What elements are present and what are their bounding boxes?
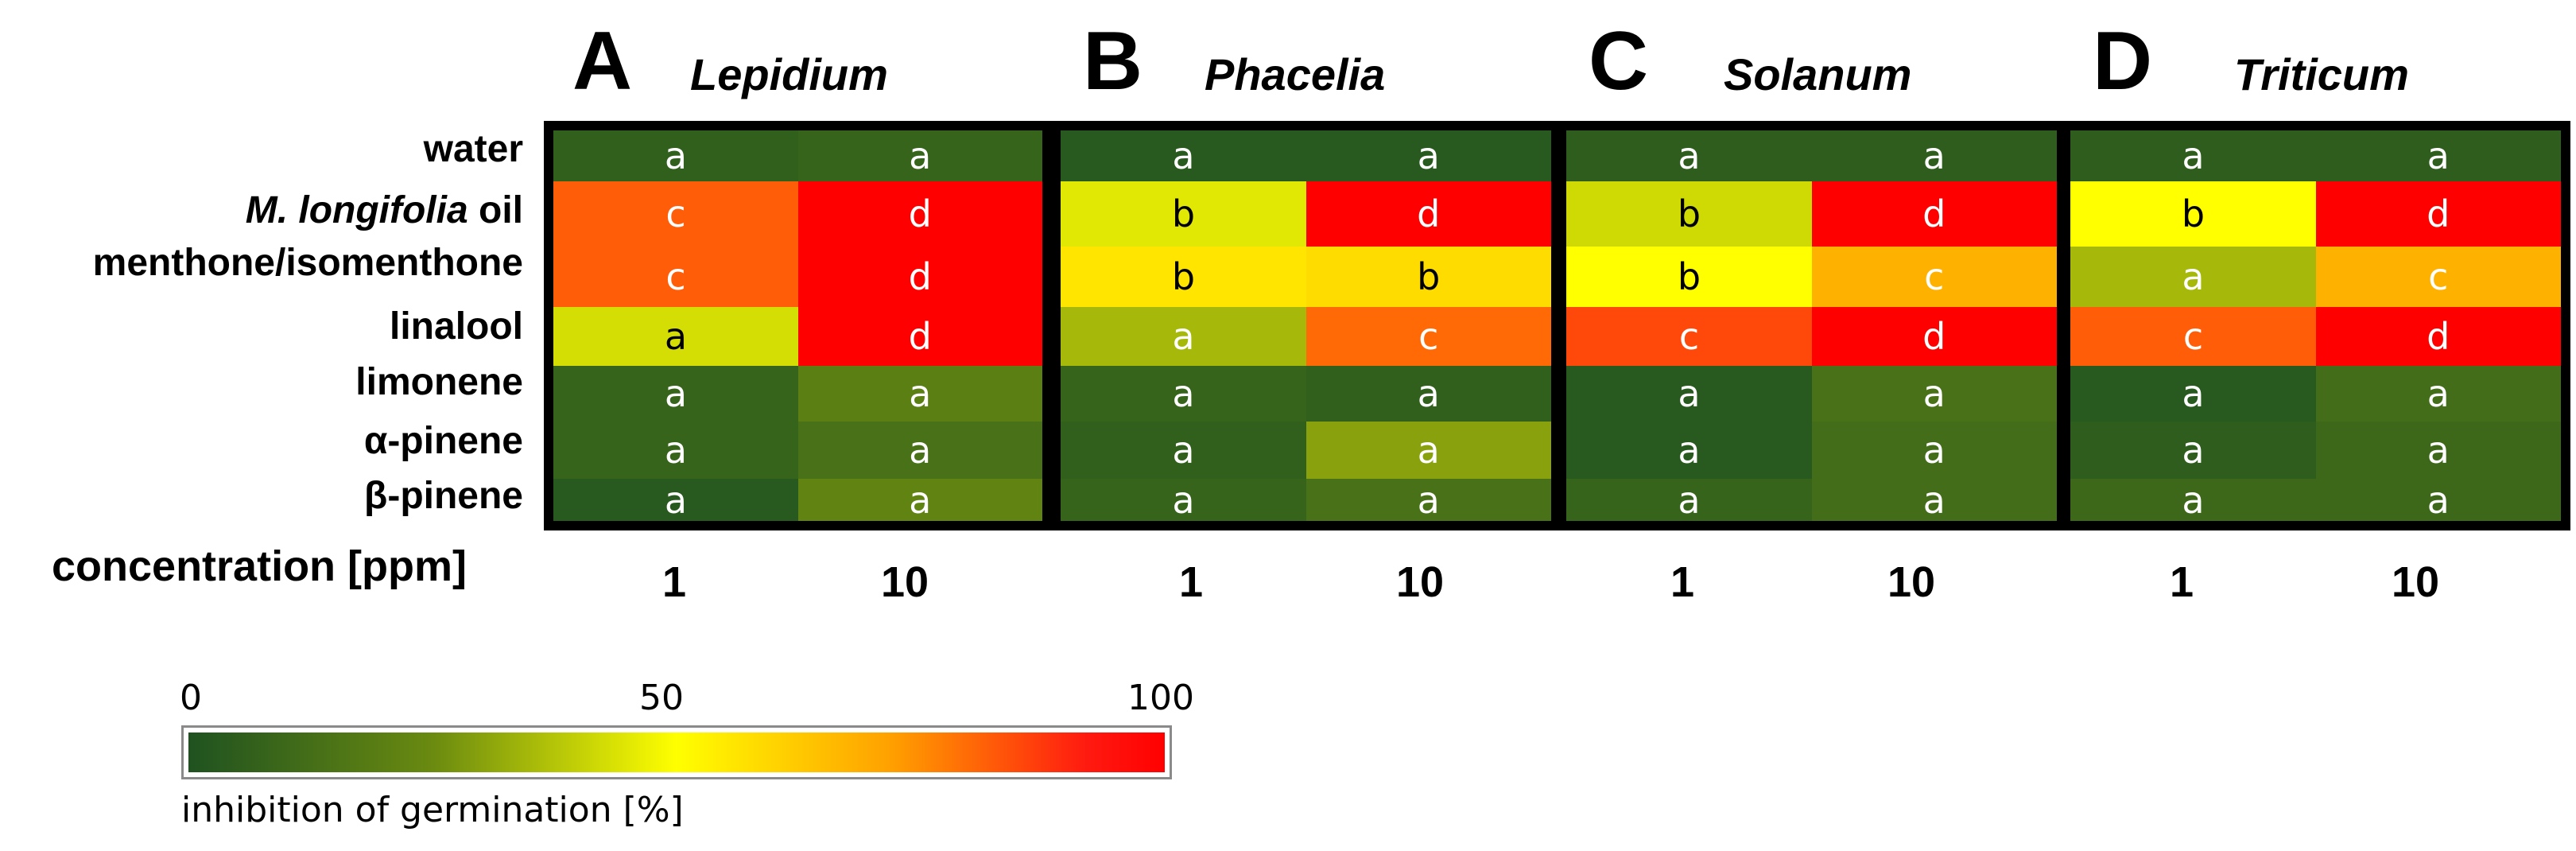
heatmap-cell: a [1305,479,1551,522]
heatmap-cell: a [1566,479,1812,522]
heatmap-cell: b [1566,181,1812,247]
heatmap-cell: c [1566,307,1812,366]
colorbar [181,725,1172,779]
heatmap-cell: d [797,247,1042,307]
panel-d-tick-10: 10 [2391,558,2440,606]
colorbar-tick-0: 0 [180,678,202,718]
heatmap-cell: a [553,479,798,522]
heatmap-cell: b [1566,247,1812,307]
heatmap-cell: a [1061,366,1306,422]
heatmap-cell: d [797,307,1042,366]
heatmap-cell: a [2315,366,2561,422]
heatmap-cell: d [797,181,1042,247]
heatmap-cell: c [1305,307,1551,366]
heatmap-cell: d [1305,181,1551,247]
row-label-limonene: limonene [355,361,523,403]
row-label-alpha-pinene: α-pinene [363,420,523,462]
panel-b-letter: B [1083,15,1143,107]
heatmap-cell: a [553,422,798,479]
heatmap-cell: c [553,247,798,307]
heatmap-cell: a [1811,479,2057,522]
heatmap-cell: a [1811,422,2057,479]
heatmap-cell: b [1305,247,1551,307]
heatmap-cell: a [2070,422,2316,479]
heatmap-cell: a [1566,366,1812,422]
heatmap-cell: d [1811,307,2057,366]
row-label-water: water [423,128,523,170]
heatmap-cell: a [1061,479,1306,522]
row-label-m-longifolia-oil: M. longifolia oil [245,189,523,231]
heatmap-cell: a [553,130,798,181]
panel-c-title: Solanum [1724,49,1912,99]
heatmap-cell: b [2070,181,2316,247]
panel-d-letter: D [2093,15,2153,107]
heatmap-cell: c [2070,307,2316,366]
panel-c-tick-10: 10 [1887,558,1936,606]
panel-d-title: Triticum [2234,49,2409,99]
panel-b-tick-10: 10 [1395,558,1445,606]
heatmap-cell: a [2070,479,2316,522]
colorbar-gradient [188,732,1165,772]
heatmap-cell: a [1061,422,1306,479]
row-label-linalool: linalool [390,305,523,348]
heatmap-cell: a [2070,130,2316,181]
panel-d-tick-1: 1 [2169,558,2194,606]
heatmap-cell: a [1305,366,1551,422]
heatmap-cell: a [1811,130,2057,181]
heatmap-cell: a [1566,422,1812,479]
colorbar-label: inhibition of germination [%] [181,790,684,830]
colorbar-tick-50: 50 [639,678,684,718]
panel-b-tick-1: 1 [1178,558,1204,606]
heatmap-cell: a [2315,422,2561,479]
heatmap-cell: a [553,366,798,422]
heatmap-cell: d [2315,181,2561,247]
row-label-beta-pinene: β-pinene [364,475,523,517]
heatmap-cell: a [797,422,1042,479]
heatmap-cell: a [1811,366,2057,422]
heatmap-cell: a [2070,366,2316,422]
heatmap-cell: d [2315,307,2561,366]
colorbar-tick-100: 100 [1127,678,1194,718]
panel-c-tick-1: 1 [1670,558,1695,606]
heatmap-cell: a [553,307,798,366]
heatmap-cell: a [1305,422,1551,479]
heatmap-cell: a [1305,130,1551,181]
heatmap-cell: d [1811,181,2057,247]
panel-c-letter: C [1589,15,1649,107]
panel-a-title: Lepidium [690,49,888,99]
heatmap-cell: a [2070,247,2316,307]
heatmap-cell: a [2315,130,2561,181]
heatmap-cell: c [553,181,798,247]
panel-a-letter: A [572,15,633,107]
heatmap-cell: b [1061,247,1306,307]
heatmap-cell: c [2315,247,2561,307]
heatmap-cell: a [1061,130,1306,181]
heatmap-cell: a [797,130,1042,181]
heatmap-cell: a [797,479,1042,522]
concentration-axis-label: concentration [ppm] [52,542,467,590]
heatmap-cell: a [1566,130,1812,181]
row-label-menthone-isomenthone: menthone/isomenthone [92,242,523,284]
heatmap-cell: b [1061,181,1306,247]
heatmap-cell: a [797,366,1042,422]
panel-a-tick-1: 1 [661,558,687,606]
panel-a-tick-10: 10 [880,558,929,606]
panel-b-title: Phacelia [1205,49,1386,99]
heatmap-cell: a [2315,479,2561,522]
heatmap-cell: a [1061,307,1306,366]
heatmap-cell: c [1811,247,2057,307]
